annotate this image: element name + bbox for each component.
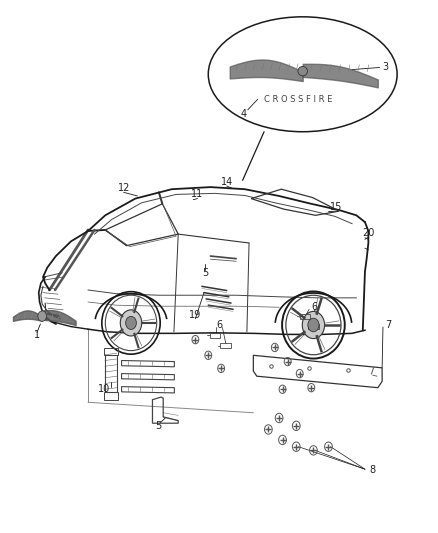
Text: 11: 11 [191, 189, 204, 199]
Text: 3: 3 [382, 62, 389, 72]
Bar [300, 313, 310, 319]
Bar [104, 392, 118, 400]
Text: 4: 4 [241, 109, 247, 119]
Text: C R O S S F I R E: C R O S S F I R E [264, 95, 332, 104]
Bar [220, 343, 230, 349]
Bar [308, 324, 318, 329]
Text: 1: 1 [34, 330, 39, 341]
Text: 5: 5 [202, 268, 208, 278]
Text: 10: 10 [98, 384, 110, 394]
Circle shape [38, 311, 46, 321]
Bar [104, 348, 118, 356]
Circle shape [126, 317, 136, 329]
Text: 6: 6 [311, 302, 318, 312]
Text: 20: 20 [362, 228, 374, 238]
Circle shape [308, 318, 319, 332]
Bar [105, 356, 117, 392]
Text: 15: 15 [329, 202, 342, 212]
Bar [209, 333, 220, 338]
Text: 6: 6 [216, 320, 222, 330]
Text: 8: 8 [370, 465, 376, 475]
Text: 7: 7 [385, 320, 392, 330]
Text: 12: 12 [117, 183, 130, 193]
Circle shape [120, 310, 142, 336]
Text: 14: 14 [221, 177, 233, 187]
Ellipse shape [298, 67, 307, 76]
Text: 5: 5 [155, 421, 161, 431]
Circle shape [302, 311, 325, 338]
Text: 19: 19 [189, 310, 201, 320]
